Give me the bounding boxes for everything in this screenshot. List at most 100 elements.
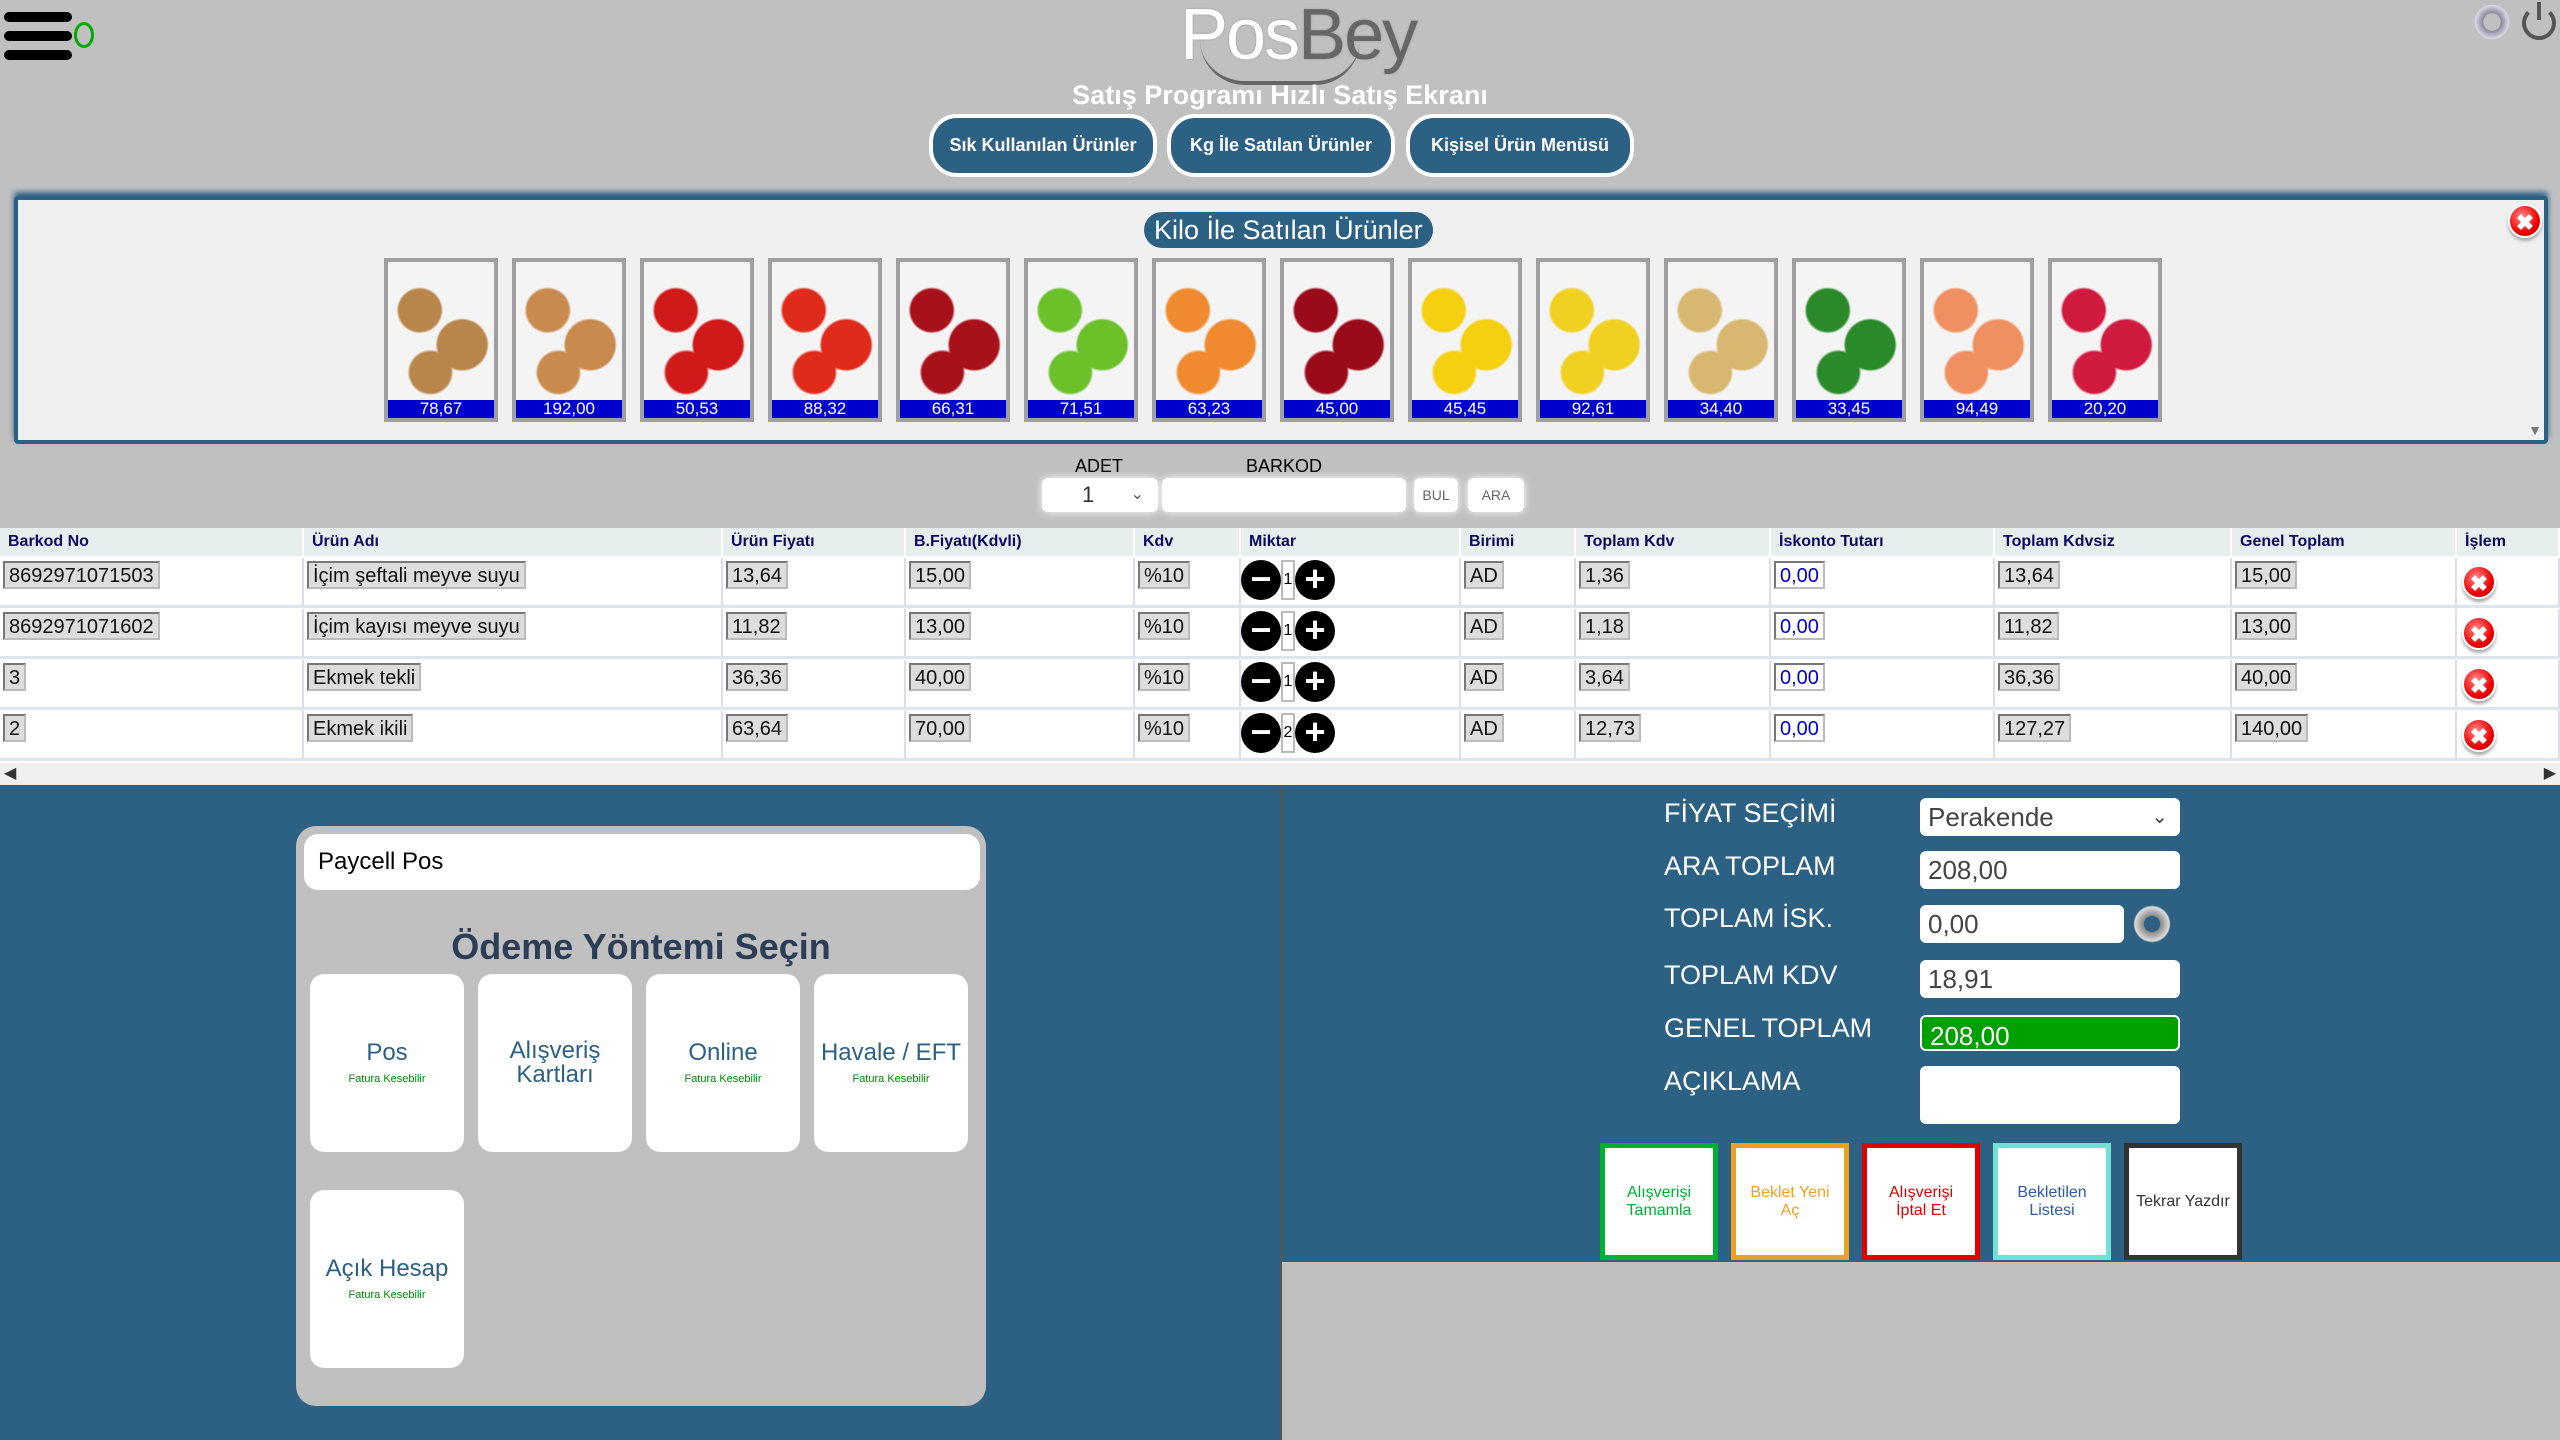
delete-row-button[interactable]: ✖ <box>2462 616 2496 650</box>
aciklama-textarea[interactable] <box>1920 1066 2180 1124</box>
table-cell-b-fiyati: 15,00 <box>906 558 1135 608</box>
payment-method-5[interactable]: Açık Hesap Fatura Kesebilir <box>310 1190 464 1368</box>
status-indicator-icon <box>74 22 94 48</box>
table-cell-urun-fiyati: 63,64 <box>723 711 906 761</box>
kilo-product-tile[interactable]: 63,23 <box>1152 258 1266 422</box>
action-button-2[interactable]: Beklet Yeni Aç <box>1731 1143 1849 1260</box>
horizontal-scrollbar[interactable]: ◀ ▶ <box>0 763 2560 785</box>
close-panel-button[interactable]: ✖ <box>2508 204 2542 238</box>
kg-products-button[interactable]: Kg İle Satılan Ürünler <box>1167 114 1395 177</box>
payment-method-label: Pos <box>366 1039 408 1066</box>
kilo-product-tile[interactable]: 192,00 <box>512 258 626 422</box>
scroll-left-icon[interactable]: ◀ <box>4 765 17 782</box>
kilo-product-tile[interactable]: 88,32 <box>768 258 882 422</box>
payment-method-label: Online <box>688 1039 758 1066</box>
table-cell-urun-adi: Ekmek tekli <box>304 660 723 710</box>
delete-row-button[interactable]: ✖ <box>2462 667 2496 701</box>
kilo-product-tile[interactable]: 50,53 <box>640 258 754 422</box>
table-cell-barkod: 3 <box>0 660 304 710</box>
table-cell-birimi: AD <box>1461 558 1576 608</box>
decrease-quantity-button[interactable]: − <box>1241 611 1281 651</box>
kilo-product-tile[interactable]: 45,00 <box>1280 258 1394 422</box>
cell-value-iskonto[interactable]: 0,00 <box>1774 714 1825 742</box>
cell-value-barkod: 3 <box>3 663 27 691</box>
delete-row-button[interactable]: ✖ <box>2462 718 2496 752</box>
frequent-products-button[interactable]: Sık Kullanılan Ürünler <box>929 114 1157 177</box>
cell-value-iskonto[interactable]: 0,00 <box>1774 612 1825 640</box>
pos-name-field[interactable]: Paycell Pos <box>304 834 980 890</box>
decrease-quantity-button[interactable]: − <box>1241 560 1281 600</box>
cart-table: Barkod No Ürün Adı Ürün Fiyatı B.Fiyatı(Kdv… <box>0 528 2560 763</box>
barkod-input[interactable] <box>1162 478 1406 512</box>
action-button-4[interactable]: Bekletilen Listesi <box>1993 1143 2111 1260</box>
column-header-toplam-kdvsiz: Toplam Kdvsiz <box>1995 528 2232 556</box>
quantity-value[interactable]: 1 <box>1281 611 1295 651</box>
kilo-product-tile[interactable]: 20,20 <box>2048 258 2162 422</box>
product-price: 66,31 <box>900 400 1006 418</box>
adet-label: ADET <box>1075 456 1124 476</box>
bul-button[interactable]: BUL <box>1414 478 1458 512</box>
decrease-quantity-button[interactable]: − <box>1241 662 1281 702</box>
payment-title: Ödeme Yöntemi Seçin <box>451 926 831 967</box>
personal-menu-button[interactable]: Kişisel Ürün Menüsü <box>1406 114 1634 177</box>
payment-method-3[interactable]: Online Fatura Kesebilir <box>646 974 800 1152</box>
quantity-value[interactable]: 2 <box>1281 713 1295 753</box>
increase-quantity-button[interactable]: + <box>1295 611 1335 651</box>
adet-select[interactable]: 1 ⌄ <box>1042 478 1158 512</box>
settings-gear-icon[interactable] <box>2472 2 2512 42</box>
menu-icon[interactable] <box>4 12 72 64</box>
action-button-1[interactable]: Alışverişi Tamamla <box>1600 1143 1718 1260</box>
kilo-product-tile[interactable]: 33,45 <box>1792 258 1906 422</box>
cell-value-urun-fiyati: 63,64 <box>726 714 789 742</box>
kilo-product-tile[interactable]: 71,51 <box>1024 258 1138 422</box>
apple-image <box>900 262 1006 400</box>
product-price: 71,51 <box>1028 400 1134 418</box>
kilo-product-tile[interactable]: 94,49 <box>1920 258 2034 422</box>
kilo-product-tile[interactable]: 45,45 <box>1408 258 1522 422</box>
cell-value-iskonto[interactable]: 0,00 <box>1774 663 1825 691</box>
table-cell-islem: ✖ <box>2457 558 2560 608</box>
chevron-down-icon: ⌄ <box>2151 806 2168 828</box>
product-price: 33,45 <box>1796 400 1902 418</box>
fiyat-select[interactable]: Perakende ⌄ <box>1920 798 2180 836</box>
payment-method-1[interactable]: Pos Fatura Kesebilir <box>310 974 464 1152</box>
cell-value-iskonto[interactable]: 0,00 <box>1774 561 1825 589</box>
ara-toplam-field[interactable]: 208,00 <box>1920 851 2180 889</box>
toplam-isk-field[interactable]: 0,00 <box>1920 905 2124 943</box>
increase-quantity-button[interactable]: + <box>1295 662 1335 702</box>
increase-quantity-button[interactable]: + <box>1295 560 1335 600</box>
green-apple-image <box>1028 262 1134 400</box>
quantity-value[interactable]: 1 <box>1281 560 1295 600</box>
ara-button[interactable]: ARA <box>1468 478 1524 512</box>
page-subtitle: Satış Programı Hızlı Satış Ekranı <box>1072 80 1488 110</box>
payment-method-2[interactable]: Alışveriş Kartları <box>478 974 632 1152</box>
genel-toplam-field[interactable]: 208,00 <box>1920 1015 2180 1051</box>
invoice-note: Fatura Kesebilir <box>348 1289 426 1301</box>
action-button-5[interactable]: Tekrar Yazdır <box>2124 1143 2242 1260</box>
product-price: 45,00 <box>1284 400 1390 418</box>
table-cell-islem: ✖ <box>2457 711 2560 761</box>
power-icon[interactable] <box>2522 2 2556 40</box>
product-price: 45,45 <box>1412 400 1518 418</box>
invoice-note: Fatura Kesebilir <box>852 1073 930 1085</box>
table-cell-b-fiyati: 70,00 <box>906 711 1135 761</box>
table-cell-urun-adi: İçim şeftali meyve suyu <box>304 558 723 608</box>
table-cell-kdv: %10 <box>1135 660 1241 710</box>
toplam-kdv-field[interactable]: 18,91 <box>1920 960 2180 998</box>
kilo-product-tile[interactable]: 34,40 <box>1664 258 1778 422</box>
discount-gear-icon[interactable] <box>2130 902 2174 946</box>
kilo-product-tile[interactable]: 92,61 <box>1536 258 1650 422</box>
kilo-product-tile[interactable]: 78,67 <box>384 258 498 422</box>
quantity-value[interactable]: 1 <box>1281 662 1295 702</box>
delete-row-button[interactable]: ✖ <box>2462 565 2496 599</box>
scroll-down-icon[interactable]: ▼ <box>2528 422 2542 438</box>
scroll-right-icon[interactable]: ▶ <box>2543 765 2556 782</box>
payment-method-4[interactable]: Havale / EFT Fatura Kesebilir <box>814 974 968 1152</box>
action-button-3[interactable]: Alışverişi İptal Et <box>1862 1143 1980 1260</box>
cell-value-b-fiyati: 70,00 <box>909 714 972 742</box>
payment-method-label: Alışveriş Kartları <box>509 1037 601 1088</box>
genel-toplam-label: GENEL TOPLAM <box>1664 1013 1873 1043</box>
decrease-quantity-button[interactable]: − <box>1241 713 1281 753</box>
kilo-product-tile[interactable]: 66,31 <box>896 258 1010 422</box>
increase-quantity-button[interactable]: + <box>1295 713 1335 753</box>
